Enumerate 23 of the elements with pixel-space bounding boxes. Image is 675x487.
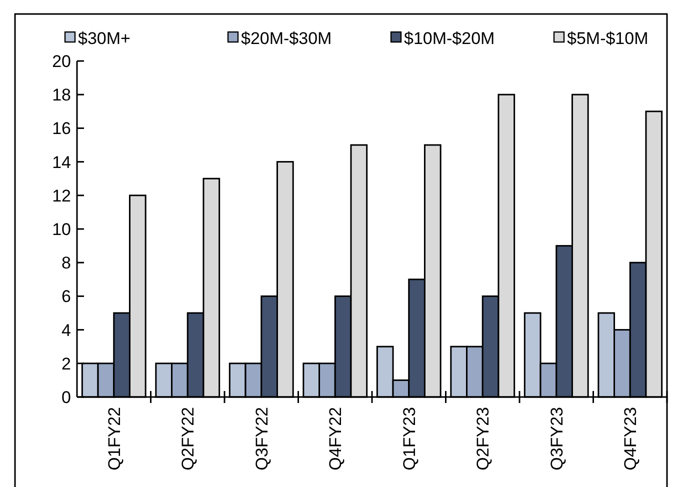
y-tick-label: 6 <box>62 287 71 306</box>
legend-label: $30M+ <box>78 28 131 48</box>
y-tick-label: 2 <box>62 354 71 374</box>
x-tick-label: Q4FY23 <box>621 407 640 470</box>
y-tick-label: 10 <box>52 220 71 239</box>
y-tick-label: 14 <box>52 152 71 172</box>
y-tick-label: 0 <box>62 388 71 407</box>
y-tick-label: 4 <box>62 320 71 340</box>
y-tick-label: 16 <box>52 119 71 138</box>
x-tick-label: Q2FY22 <box>178 407 198 470</box>
y-tick-label: 18 <box>52 86 71 105</box>
legend-label: $5M-$10M <box>567 28 648 48</box>
x-tick-label: Q3FY22 <box>252 407 272 470</box>
x-tick-label: Q4FY22 <box>326 407 346 470</box>
x-tick-label: Q1FY23 <box>400 407 419 470</box>
y-tick-label: 20 <box>52 52 71 71</box>
legend-label: $20M-$30M <box>241 28 332 48</box>
y-tick-label: 8 <box>62 254 71 273</box>
x-tick-label: Q1FY22 <box>104 407 124 470</box>
y-tick-label: 12 <box>52 186 71 206</box>
legend-label: $10M-$20M <box>404 28 495 48</box>
x-tick-label: Q2FY23 <box>474 407 493 470</box>
x-tick-label: Q3FY23 <box>547 407 566 470</box>
